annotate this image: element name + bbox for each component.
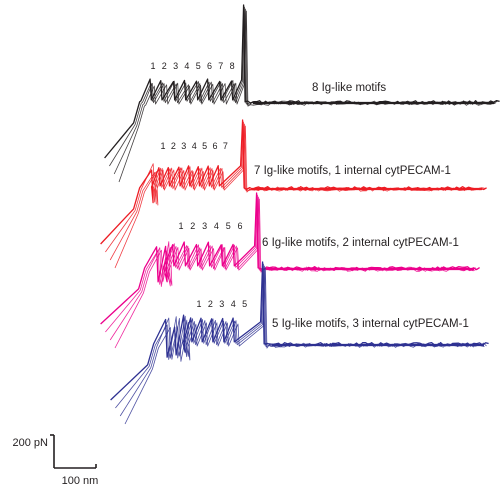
scale-bar: 200 pN 100 nm bbox=[13, 434, 99, 487]
force-curve-series-2-curve-4 bbox=[114, 125, 481, 269]
peak-number-series-2-7: 7 bbox=[223, 141, 228, 151]
peak-number-series-4-3: 3 bbox=[219, 299, 224, 309]
trace-label-series-4: 5 Ig-like motifs, 3 internal cytPECAM-1 bbox=[272, 318, 469, 330]
force-curve-series-3-curve-1 bbox=[100, 192, 480, 325]
peak-number-series-2-6: 6 bbox=[212, 141, 217, 151]
peak-number-series-4-4: 4 bbox=[231, 299, 236, 309]
peak-number-series-1-3: 3 bbox=[173, 61, 178, 71]
peak-number-series-1-7: 7 bbox=[218, 61, 223, 71]
peak-number-series-3-5: 5 bbox=[226, 221, 231, 231]
peak-number-series-3-1: 1 bbox=[178, 221, 183, 231]
peak-number-series-1-2: 2 bbox=[162, 61, 167, 71]
trace-label-series-2: 7 Ig-like motifs, 1 internal cytPECAM-1 bbox=[254, 165, 451, 177]
force-curve-series-3-curve-3 bbox=[109, 196, 476, 341]
force-curve-series-3-curve-2 bbox=[105, 194, 478, 333]
peak-number-series-4-1: 1 bbox=[196, 299, 201, 309]
peak-number-series-2-1: 1 bbox=[160, 141, 165, 151]
peak-number-series-1-8: 8 bbox=[230, 61, 235, 71]
peak-number-series-2-5: 5 bbox=[202, 141, 207, 151]
trace-label-series-1: 8 Ig-like motifs bbox=[312, 82, 386, 94]
peak-number-series-1-5: 5 bbox=[196, 61, 201, 71]
peak-number-series-1-6: 6 bbox=[207, 61, 212, 71]
peak-number-series-2-2: 2 bbox=[171, 141, 176, 151]
peak-number-series-4-5: 5 bbox=[242, 299, 247, 309]
peak-number-series-3-6: 6 bbox=[237, 221, 242, 231]
peak-number-layer: 1 2 3 4 5 6 7 81 2 3 4 5 6 71 2 3 4 5 61 2 3 4 5 bbox=[150, 61, 247, 309]
force-curve-series-1-curve-2 bbox=[109, 6, 498, 167]
force-scale-label: 200 pN bbox=[13, 437, 49, 449]
force-curve-series-2-curve-1 bbox=[100, 119, 487, 245]
peak-number-series-4-2: 2 bbox=[208, 299, 213, 309]
peak-number-series-3-4: 4 bbox=[214, 221, 219, 231]
trace-label-series-3: 6 Ig-like motifs, 2 internal cytPECAM-1 bbox=[262, 237, 459, 249]
peak-number-series-3-2: 2 bbox=[190, 221, 195, 231]
force-curve-series-1-curve-1 bbox=[104, 4, 500, 159]
peak-number-series-3-3: 3 bbox=[202, 221, 207, 231]
peak-number-series-2-4: 4 bbox=[192, 141, 197, 151]
peak-number-series-2-3: 3 bbox=[181, 141, 186, 151]
peak-number-series-1-1: 1 bbox=[150, 61, 155, 71]
peak-number-series-1-4: 4 bbox=[184, 61, 189, 71]
trace-layer bbox=[100, 4, 500, 425]
trace-label-layer: 8 Ig-like motifs 7 Ig-like motifs, 1 inte… bbox=[254, 82, 469, 330]
distance-scale-label: 100 nm bbox=[62, 475, 99, 487]
